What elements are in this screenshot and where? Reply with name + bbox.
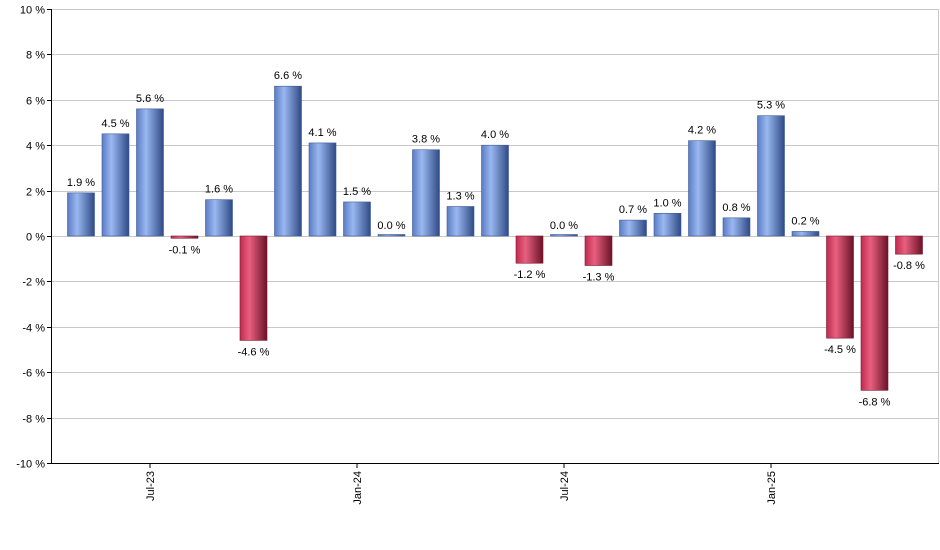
y-tick-label: 8 %: [26, 50, 45, 62]
bar: [826, 235, 854, 339]
bar: [67, 192, 95, 237]
bar: [688, 140, 716, 237]
y-tick-label: 0 %: [26, 232, 45, 244]
bar: [343, 201, 371, 237]
y-tick-label: -6 %: [22, 368, 45, 380]
data-label: 0.7 %: [619, 204, 647, 216]
data-label: 5.6 %: [136, 93, 164, 105]
y-tick-label: 4 %: [26, 141, 45, 153]
y-tick-label: -2 %: [22, 277, 45, 289]
bar: [619, 219, 647, 237]
data-label: 1.5 %: [343, 186, 371, 198]
bar: [101, 133, 130, 237]
bar: [791, 231, 820, 237]
data-label: -1.2 %: [514, 269, 546, 281]
y-tick-label: -8 %: [22, 414, 45, 426]
bar: [446, 206, 475, 237]
data-label: -0.1 %: [169, 244, 201, 256]
bar: [481, 144, 509, 237]
bar: [515, 235, 544, 264]
bar: [412, 149, 440, 237]
bar: [895, 235, 923, 255]
data-labels: 1.9 % 4.5 % 5.6 % -0.1 % 1.6 % -4.6 % 6.6 % 4.1…: [67, 70, 925, 408]
x-tick-label: Jan-25: [766, 471, 778, 505]
data-label: 0.0 %: [550, 220, 578, 232]
y-tick-label: -10 %: [16, 459, 45, 471]
data-label: 0.2 %: [791, 215, 819, 227]
data-label: 1.3 %: [446, 190, 474, 202]
data-label: -6.8 %: [859, 396, 891, 408]
y-tick-label: 10 %: [20, 5, 45, 17]
bar: [136, 108, 164, 237]
data-label: 3.8 %: [412, 134, 440, 146]
data-label: 5.3 %: [757, 100, 785, 112]
data-label: -1.3 %: [583, 272, 615, 284]
bar: [274, 85, 302, 237]
bar: [653, 213, 682, 237]
bar: [239, 235, 268, 341]
bar: [170, 235, 199, 239]
bar: [377, 234, 406, 237]
x-tick-label: Jan-24: [352, 471, 364, 505]
data-label: -4.6 %: [238, 346, 270, 358]
bar: [757, 115, 785, 237]
data-label: 1.0 %: [653, 197, 681, 209]
bar: [550, 234, 578, 237]
x-tick-label: Jul-24: [559, 471, 571, 501]
bars: [67, 85, 923, 391]
bar: [860, 235, 889, 391]
bar: [308, 142, 337, 237]
data-label: 0.8 %: [722, 202, 750, 214]
data-label: 0.0 %: [377, 220, 405, 232]
x-tick-label: Jul-23: [145, 471, 157, 501]
bar: [584, 235, 613, 266]
data-label: 6.6 %: [274, 70, 302, 82]
bar: [722, 217, 751, 237]
data-label: 1.9 %: [67, 177, 95, 189]
data-label: 4.2 %: [688, 125, 716, 137]
data-label: 1.6 %: [205, 184, 233, 196]
y-tick-label: 2 %: [26, 187, 45, 199]
data-label: 4.1 %: [308, 127, 336, 139]
bar: [205, 199, 233, 237]
data-label: 4.0 %: [481, 129, 509, 141]
data-label: -0.8 %: [893, 260, 925, 272]
data-label: 4.5 %: [101, 118, 129, 130]
data-label: -4.5 %: [824, 344, 856, 356]
y-tick-label: 6 %: [26, 96, 45, 108]
y-tick-label: -4 %: [22, 323, 45, 335]
axes: 10 % 8 % 6 % 4 % 2 % 0 % -2 % -4 % -6 % -8 % -10 %…: [16, 5, 939, 505]
